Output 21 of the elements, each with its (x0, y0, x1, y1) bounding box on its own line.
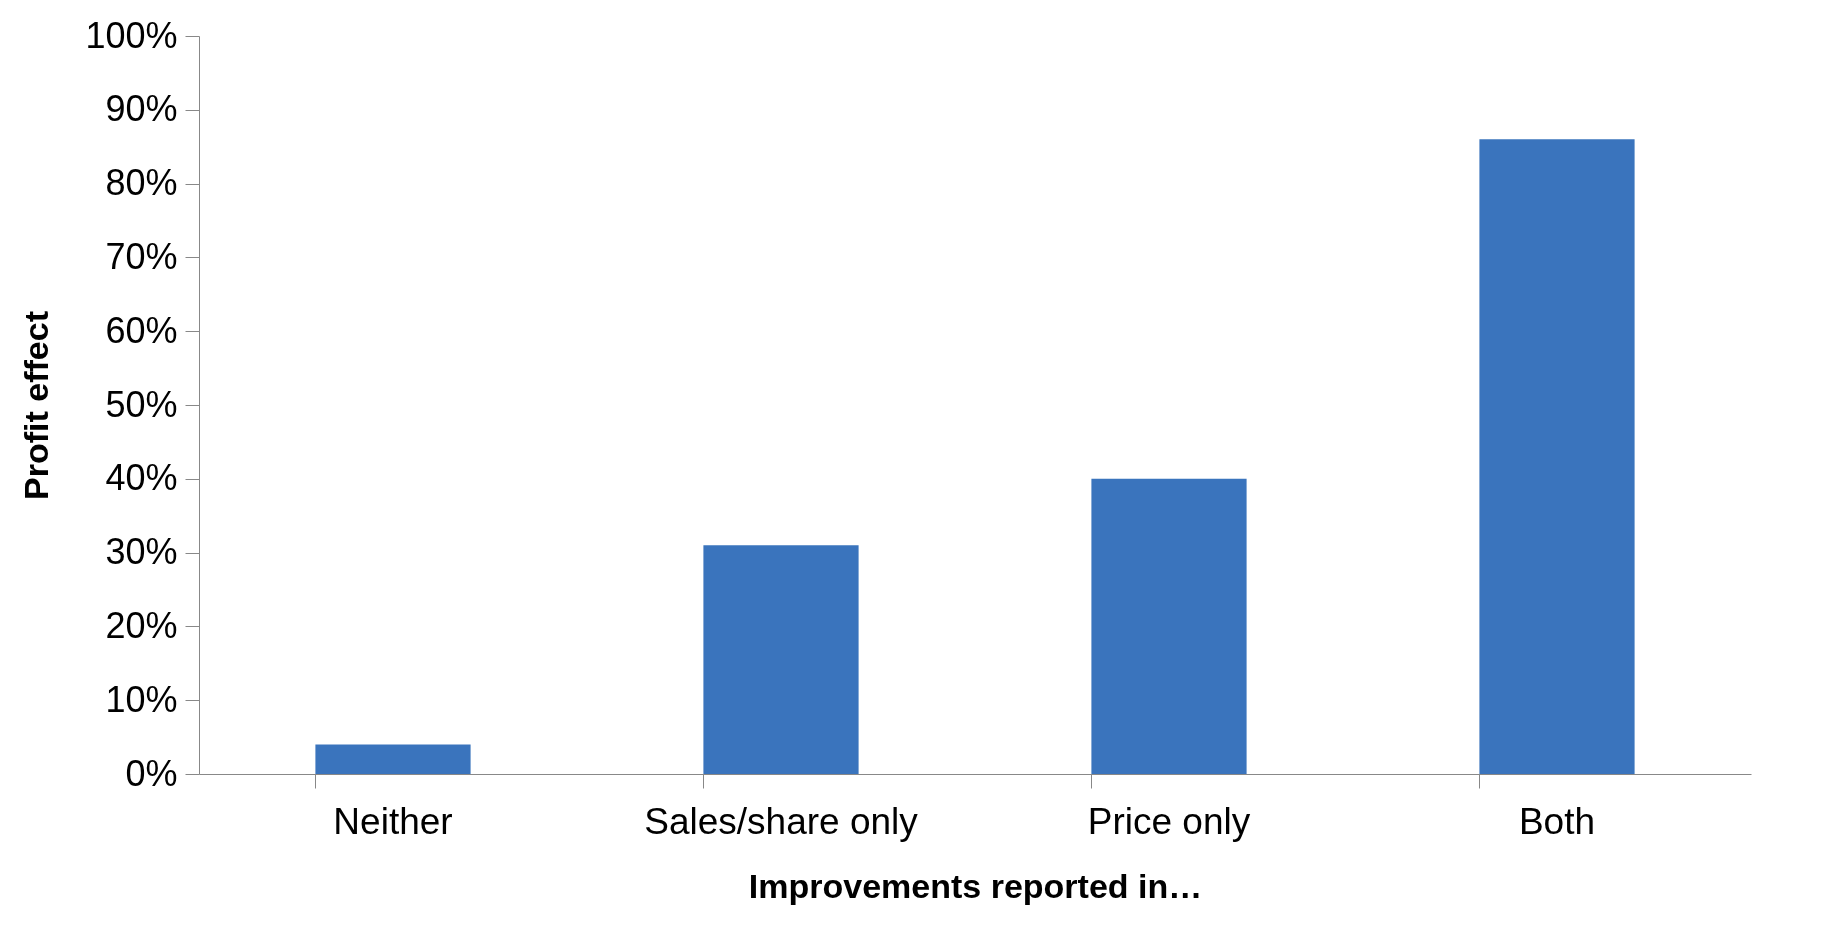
x-tick-label: Price only (1087, 800, 1251, 842)
x-tick-label: Neither (333, 800, 453, 842)
y-tick-label: 60% (105, 309, 178, 351)
y-tick-label: 90% (105, 88, 178, 130)
y-tick-label: 0% (125, 752, 178, 794)
x-axis-title: Improvements reported in… (748, 866, 1203, 905)
bar (1479, 139, 1635, 774)
y-tick-label: 10% (105, 678, 178, 720)
x-tick-label: Both (1518, 800, 1596, 842)
y-tick-label: 20% (105, 604, 178, 646)
y-tick-label: 50% (105, 383, 178, 425)
y-tick-label: 100% (85, 14, 178, 56)
y-tick-label: 70% (105, 235, 178, 277)
y-tick-label: 30% (105, 531, 178, 573)
bar (315, 744, 471, 774)
bar (703, 545, 859, 774)
y-axis-title: Profit effect (17, 311, 56, 500)
bar (1091, 478, 1247, 774)
y-tick-label: 80% (105, 162, 178, 204)
y-tick-label: 40% (105, 457, 178, 499)
x-tick-label: Sales/share only (644, 800, 919, 842)
